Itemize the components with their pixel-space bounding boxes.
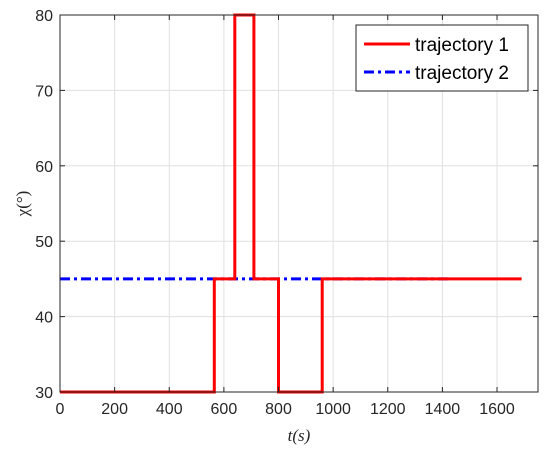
tick-labels: 0 200 400 600 800 1000 1200 1400 1600 30 40 50 60 70 8… bbox=[35, 8, 515, 418]
plot-frame bbox=[59, 14, 539, 393]
x-tick-label: 600 bbox=[211, 401, 238, 418]
y-axis-label: χ(°) bbox=[13, 191, 32, 218]
x-tick-label: 1200 bbox=[370, 401, 406, 418]
x-tick-label: 800 bbox=[265, 401, 292, 418]
y-tick-label: 80 bbox=[35, 8, 53, 25]
y-tick-label: 70 bbox=[35, 83, 53, 100]
x-tick-label: 1400 bbox=[425, 401, 461, 418]
tick-marks bbox=[59, 14, 538, 393]
x-tick-label: 1600 bbox=[479, 401, 515, 418]
y-axis-label-text: χ(°) bbox=[13, 191, 32, 218]
x-tick-label: 200 bbox=[101, 401, 128, 418]
legend-label-trajectory-1: trajectory 1 bbox=[415, 35, 509, 56]
y-tick-label: 40 bbox=[35, 310, 53, 327]
y-tick-label: 60 bbox=[35, 159, 53, 176]
series-line-trajectory-1 bbox=[60, 13, 522, 394]
x-tick-label: 1000 bbox=[315, 401, 351, 418]
legend-box bbox=[355, 24, 529, 92]
x-axis-label-text: t(s) bbox=[288, 426, 311, 445]
x-axis-label: t(s) bbox=[288, 426, 311, 445]
y-tick-label: 30 bbox=[35, 385, 53, 402]
y-tick-label: 50 bbox=[35, 234, 53, 251]
legend: trajectory 1 trajectory 2 bbox=[355, 24, 529, 92]
legend-label-trajectory-2: trajectory 2 bbox=[415, 63, 509, 84]
series-layer bbox=[60, 13, 522, 394]
x-tick-label: 400 bbox=[156, 401, 183, 418]
x-tick-label: 0 bbox=[56, 401, 65, 418]
